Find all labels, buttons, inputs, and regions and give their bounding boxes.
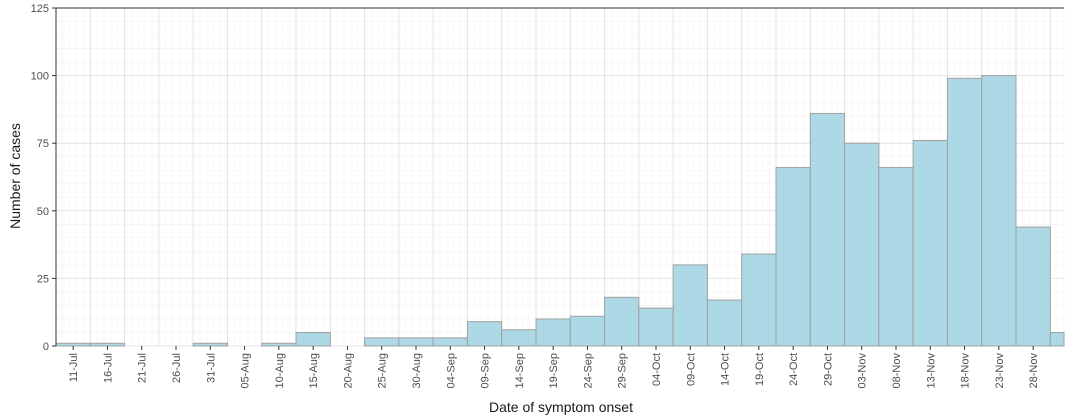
x-axis-title: Date of symptom onset	[489, 399, 633, 415]
y-tick-label: 25	[37, 273, 49, 285]
x-tick-label: 11-Jul	[68, 353, 80, 382]
bars	[55, 75, 1065, 347]
x-tick-label: 15-Aug	[308, 353, 320, 388]
bar-2014-08-30	[432, 337, 468, 347]
x-tick-label: 23-Nov	[994, 353, 1006, 389]
bar-2014-09-24	[604, 296, 640, 347]
x-tick-label: 19-Sep	[548, 353, 560, 388]
bar-2014-10-19	[775, 167, 811, 347]
x-tick-label: 03-Nov	[857, 353, 869, 389]
x-tick-label: 09-Sep	[480, 353, 492, 388]
bar-2014-08-20	[364, 337, 400, 347]
x-tick-label: 09-Oct	[685, 353, 697, 386]
x-tick-label: 08-Nov	[891, 353, 903, 389]
bar-2014-10-09	[706, 299, 743, 347]
bar-2014-11-18	[981, 75, 1017, 347]
x-tick-label: 16-Jul	[102, 353, 114, 383]
bar-2014-11-23	[1015, 226, 1051, 347]
bar-2014-09-19	[569, 315, 606, 347]
x-tick-label: 24-Sep	[582, 353, 594, 388]
x-tick-label: 04-Sep	[445, 353, 457, 388]
x-tick-label: 28-Nov	[1028, 353, 1040, 389]
y-tick-label: 125	[31, 3, 49, 15]
x-tick-label: 05-Aug	[240, 353, 252, 388]
bar-2014-07-06	[55, 342, 91, 347]
bar-2014-11-03	[878, 167, 914, 347]
bar-2014-09-14	[535, 318, 571, 347]
x-tick-label: 25-Aug	[377, 353, 389, 388]
bar-2014-09-09	[501, 329, 537, 347]
x-tick-label: 13-Nov	[925, 353, 937, 389]
x-tick-label: 19-Oct	[754, 353, 766, 386]
bar-2014-08-05	[261, 342, 297, 347]
x-tick-label: 29-Sep	[617, 353, 629, 388]
x-tick-label: 14-Sep	[514, 353, 526, 388]
bar-2014-08-10	[295, 331, 331, 347]
bar-2014-10-24	[809, 112, 846, 347]
bar-2014-10-04	[672, 264, 708, 347]
bar-2014-09-04	[466, 321, 503, 347]
x-tick-label: 14-Oct	[720, 353, 732, 386]
bar-2014-11-13	[946, 77, 983, 347]
y-axis-title: Number of cases	[7, 123, 23, 229]
bar-2014-08-25	[398, 337, 434, 347]
x-tick-label: 31-Jul	[205, 353, 217, 383]
bar-2014-11-28	[1049, 331, 1065, 347]
bar-2014-07-11	[89, 342, 126, 347]
x-tick-label: 04-Oct	[651, 353, 663, 386]
bar-2014-10-14	[741, 253, 777, 347]
bar-2014-10-29	[844, 142, 880, 347]
x-tick-label: 24-Oct	[788, 353, 800, 386]
x-tick-label: 18-Nov	[960, 353, 972, 389]
bar-2014-09-29	[638, 307, 674, 347]
x-tick-label: 26-Jul	[171, 353, 183, 383]
y-tick-label: 75	[37, 138, 49, 150]
x-tick-label: 29-Oct	[822, 353, 834, 386]
y-tick-label: 0	[43, 341, 49, 353]
plot-frame	[55, 7, 1064, 346]
y-tick-label: 100	[31, 71, 49, 83]
x-axis: 11-Jul 16-Jul 21-Jul 26-Jul 31-Jul 05-Aug 10-A…	[68, 346, 1040, 388]
x-tick-label: 10-Aug	[274, 353, 286, 388]
x-tick-label: 20-Aug	[342, 353, 354, 388]
x-tick-label: 30-Aug	[411, 353, 423, 388]
x-tick-label: 21-Jul	[137, 353, 149, 383]
y-tick-label: 50	[37, 206, 49, 218]
bar-2014-11-08	[912, 139, 948, 347]
bar-2014-07-26	[192, 342, 228, 347]
y-axis: 0 25 50 75 100 125	[31, 3, 56, 353]
